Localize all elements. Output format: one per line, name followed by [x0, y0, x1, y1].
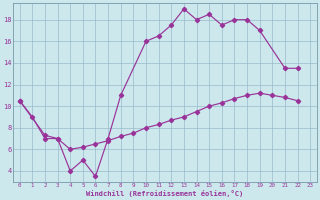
X-axis label: Windchill (Refroidissement éolien,°C): Windchill (Refroidissement éolien,°C) [86, 190, 244, 197]
